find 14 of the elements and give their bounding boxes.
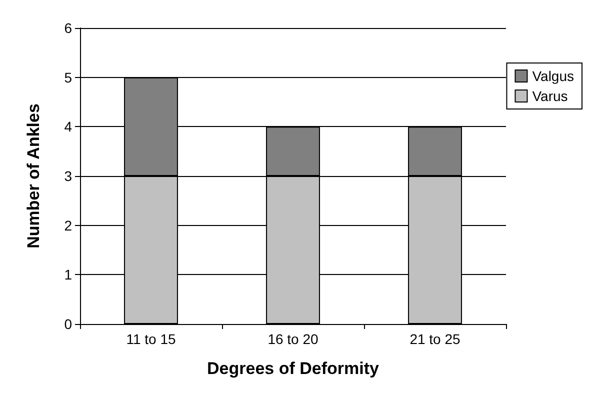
- x-axis-title: Degrees of Deformity: [207, 359, 380, 378]
- y-tick-label: 5: [64, 69, 72, 86]
- y-tick-label: 6: [64, 20, 72, 36]
- x-tick-label: 11 to 15: [126, 331, 176, 347]
- y-tick-label: 4: [64, 118, 72, 135]
- x-tick-label: 21 to 25: [410, 331, 461, 347]
- y-tick-label: 1: [64, 266, 72, 283]
- y-tick-label: 0: [64, 316, 72, 332]
- x-tick-label: 16 to 20: [268, 331, 319, 347]
- y-tick-label: 3: [64, 168, 72, 184]
- legend-label: Varus: [532, 88, 568, 104]
- legend-label: Valgus: [532, 68, 574, 84]
- y-tick-label: 2: [64, 217, 72, 234]
- y-axis-title: Number of Ankles: [24, 104, 43, 248]
